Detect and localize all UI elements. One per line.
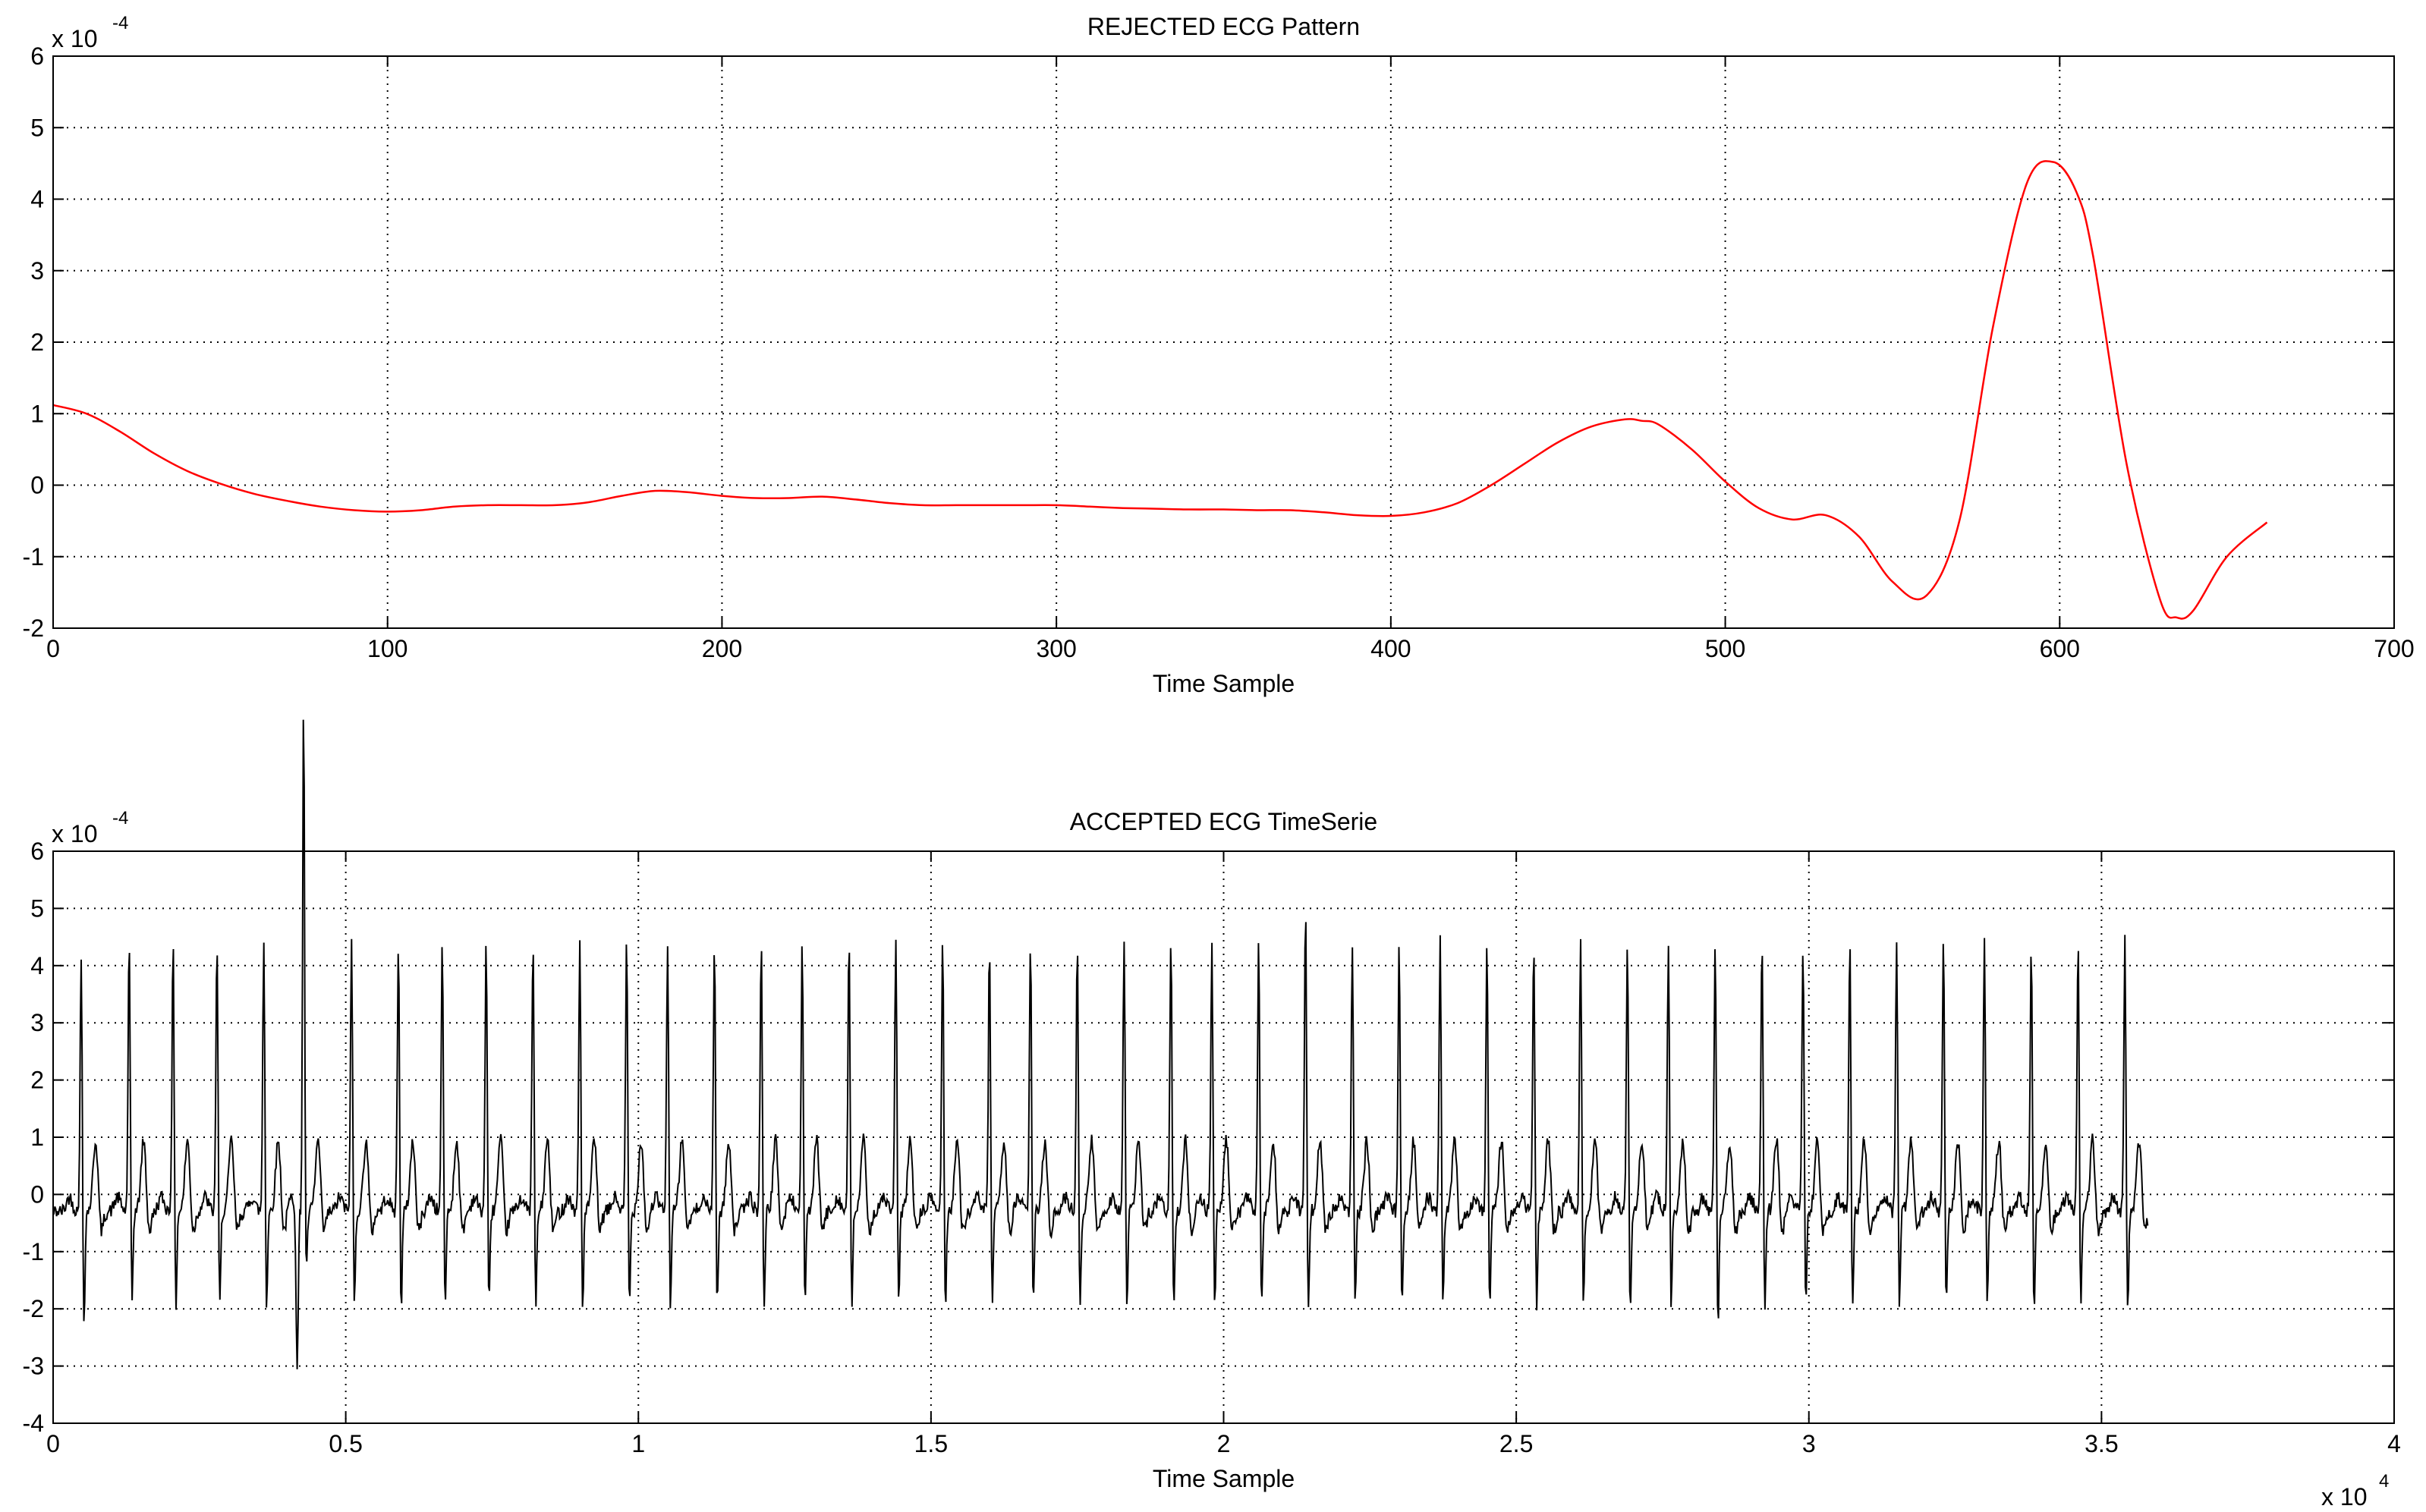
chart-title: ACCEPTED ECG TimeSerie — [1070, 808, 1377, 835]
y-tick-label: 3 — [30, 1009, 44, 1036]
y-exponent-base: x 10 — [52, 820, 97, 847]
grid — [53, 56, 2394, 628]
y-tick-label: 6 — [30, 838, 44, 865]
accepted-ecg-timeserie-chart: 0 0.5 1 1.5 2 2.5 3 3.5 4 -4 -3 -2 -1 0 1 2 3 4 5 6 ACCEPTED… — [23, 719, 2401, 1510]
rejected-ecg-pattern-chart: 0 100 200 300 400 500 600 700 -2 -1 0 1 2 3 4 5 6 REJECTE… — [23, 13, 2415, 697]
y-tick-label: -2 — [23, 615, 44, 642]
y-tick-label: 0 — [30, 1180, 44, 1208]
y-exponent-label: x 10 -4 — [52, 808, 128, 847]
y-tick-label: -1 — [23, 1238, 44, 1265]
x-axis-label: Time Sample — [1153, 670, 1295, 697]
x-tick-label: 3 — [1802, 1430, 1816, 1457]
y-tick-label: 6 — [30, 42, 44, 70]
y-tick-label: 1 — [30, 1124, 44, 1151]
y-tick-label: 0 — [30, 472, 44, 499]
y-tick-label: 1 — [30, 400, 44, 427]
x-tick-label: 2.5 — [1499, 1430, 1533, 1457]
x-tick-label: 700 — [2374, 635, 2414, 662]
x-axis-label: Time Sample — [1153, 1465, 1295, 1492]
axes-box — [52, 55, 2395, 629]
x-tick-label: 4 — [2387, 1430, 2401, 1457]
grid — [53, 851, 2394, 1423]
y-tick-label: -2 — [23, 1295, 44, 1322]
x-exponent-power: 4 — [2379, 1471, 2389, 1492]
x-tick-label: 300 — [1036, 635, 1076, 662]
x-tick-label: 1 — [631, 1430, 645, 1457]
x-tick-label: 600 — [2040, 635, 2080, 662]
y-exponent-power: -4 — [112, 13, 128, 33]
x-tick-label: 3.5 — [2085, 1430, 2118, 1457]
series-line-rejected-ecg — [52, 160, 2268, 620]
axes-box — [52, 850, 2395, 1424]
y-tick-label: 5 — [30, 114, 44, 141]
y-tick-label: 4 — [30, 186, 44, 213]
y-tick-label: 5 — [30, 894, 44, 922]
x-tick-label: 1.5 — [914, 1430, 948, 1457]
x-tick-label: 500 — [1705, 635, 1745, 662]
x-tick-label: 0 — [46, 635, 60, 662]
y-tick-label: -1 — [23, 543, 44, 571]
x-exponent-base: x 10 — [2321, 1483, 2367, 1510]
x-exponent-label: x 10 4 — [2321, 1471, 2389, 1510]
y-exponent-power: -4 — [112, 808, 128, 828]
series-line-accepted-ecg — [52, 719, 2149, 1369]
x-tick-label: 0 — [46, 1430, 60, 1457]
y-tick-label: -4 — [23, 1410, 44, 1437]
y-tick-label: 2 — [30, 328, 44, 356]
y-tick-label: -3 — [23, 1353, 44, 1380]
y-tick-label: 3 — [30, 257, 44, 284]
x-tick-label: 100 — [367, 635, 407, 662]
y-exponent-label: x 10 -4 — [52, 13, 128, 52]
y-tick-label: 2 — [30, 1067, 44, 1094]
y-exponent-base: x 10 — [52, 25, 97, 52]
y-tick-label: 4 — [30, 952, 44, 979]
tick-marks — [52, 55, 2395, 629]
x-tick-label: 2 — [1217, 1430, 1231, 1457]
x-tick-label: 200 — [702, 635, 742, 662]
x-tick-label: 400 — [1370, 635, 1411, 662]
chart-title: REJECTED ECG Pattern — [1087, 13, 1360, 40]
x-tick-label: 0.5 — [329, 1430, 362, 1457]
